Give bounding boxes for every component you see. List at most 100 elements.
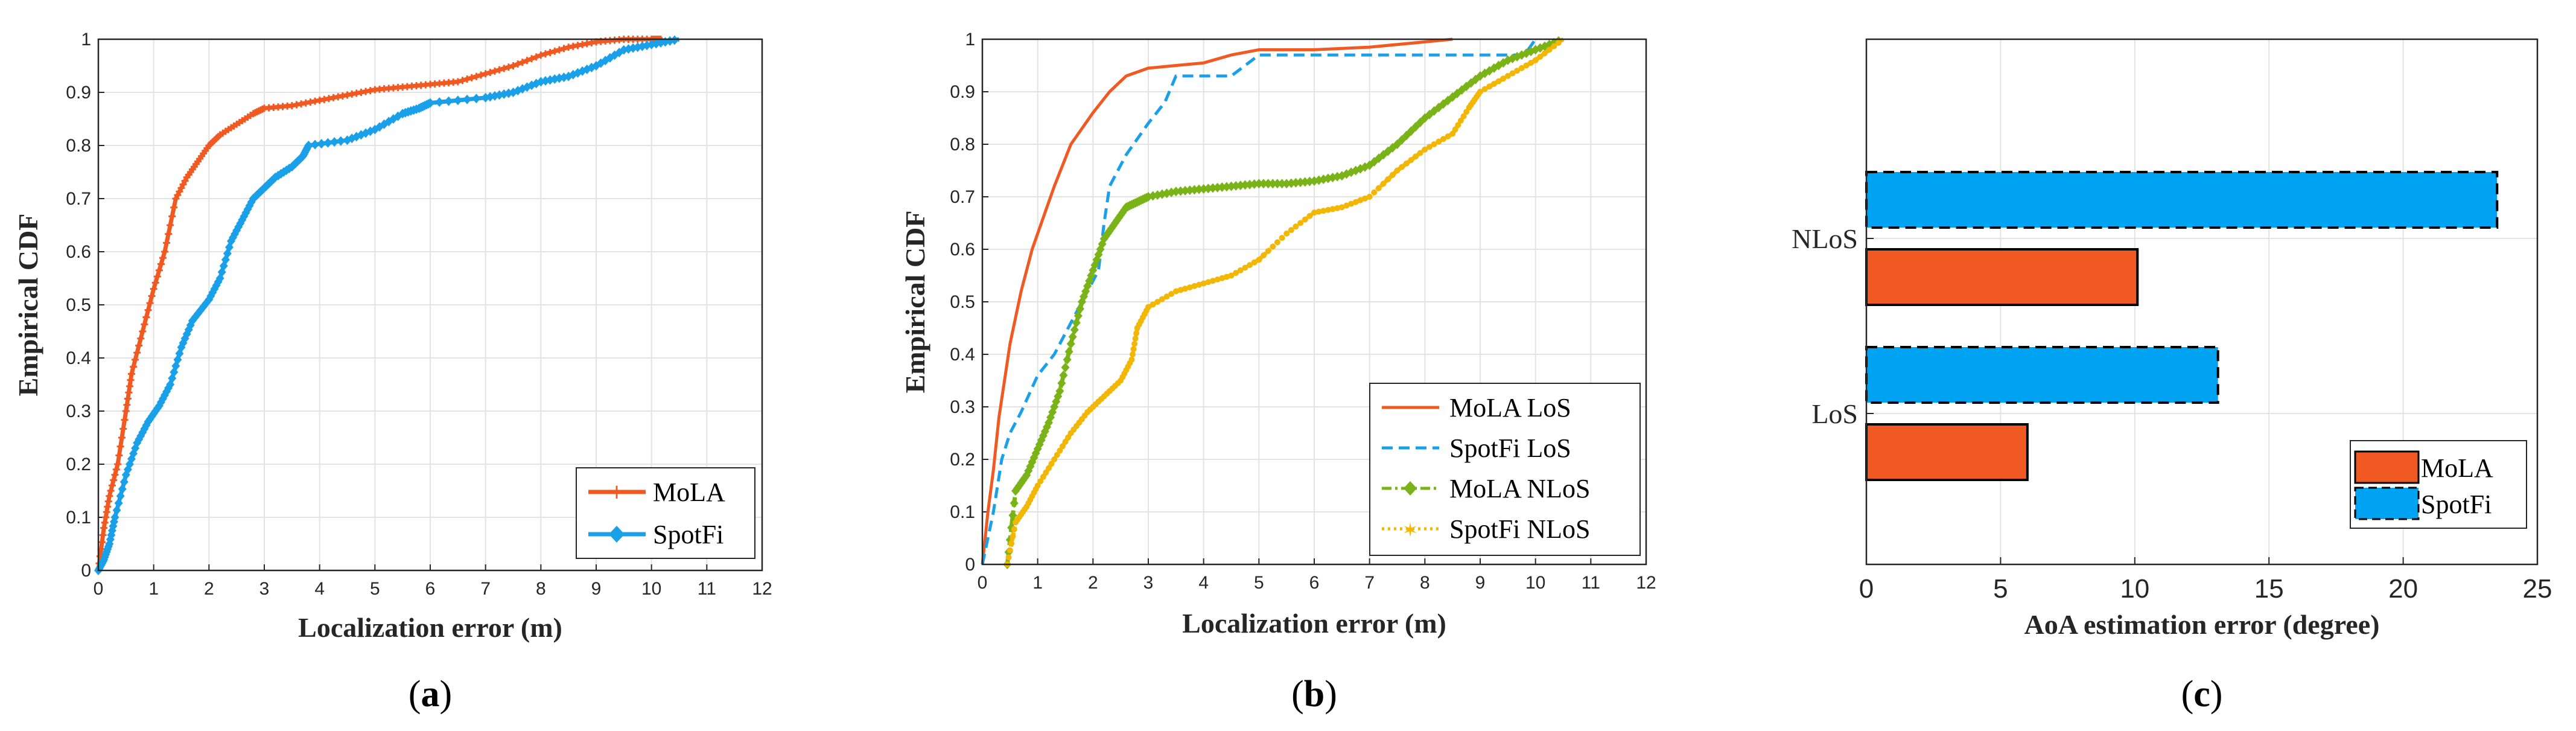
legend-label-mola-nlos: MoLA NLoS bbox=[1449, 474, 1590, 503]
data-point-mola bbox=[128, 370, 135, 378]
caption-b-close: ) bbox=[1325, 674, 1337, 715]
data-point-mola-nlos bbox=[1195, 184, 1204, 194]
data-point-spotfi-nlos bbox=[1413, 153, 1419, 160]
data-point-mola bbox=[106, 492, 113, 500]
data-point-mola-nlos bbox=[1241, 180, 1250, 190]
bar-spotfi-los bbox=[1865, 346, 2219, 404]
x-tick-label: 15 bbox=[2254, 574, 2284, 604]
data-point-spotfi-nlos bbox=[1477, 89, 1483, 95]
data-point-spotfi-nlos bbox=[1186, 284, 1193, 291]
data-point-spotfi-nlos bbox=[1237, 267, 1244, 273]
x-tick-label: 12 bbox=[752, 579, 772, 599]
data-point-spotfi-nlos bbox=[1172, 288, 1179, 295]
data-point-mola-nlos bbox=[1305, 176, 1314, 187]
data-point-mola bbox=[504, 63, 512, 71]
data-point-mola bbox=[146, 299, 154, 307]
caption-c-close: ) bbox=[2210, 674, 2223, 715]
x-tick-label: 5 bbox=[1993, 574, 2008, 604]
data-point-mola-nlos bbox=[1282, 179, 1291, 189]
data-point-mola bbox=[137, 334, 145, 342]
data-point-spotfi-nlos bbox=[1380, 180, 1387, 187]
y-tick-label: 0.3 bbox=[66, 401, 91, 421]
data-point-mola bbox=[157, 260, 165, 268]
data-point-mola-nlos bbox=[1185, 185, 1194, 196]
x-tick-label: 8 bbox=[1420, 573, 1430, 593]
data-point-mola bbox=[532, 53, 540, 61]
chart-panel-c: 0 5 10 15 20 25 LoS NLoS AoA estimation error … bbox=[1792, 38, 2552, 715]
x-tick-label: 5 bbox=[1254, 573, 1264, 593]
data-point-mola bbox=[168, 212, 176, 220]
data-point-spotfi-nlos bbox=[1343, 202, 1350, 209]
data-point-mola bbox=[130, 363, 138, 371]
data-point-mola bbox=[560, 45, 568, 53]
data-point-mola bbox=[111, 471, 119, 479]
data-point-mola bbox=[142, 313, 150, 321]
y-axis-label-b: Empirical CDF bbox=[900, 211, 930, 394]
data-point-mola bbox=[514, 60, 522, 68]
caption-c-open: ( bbox=[2181, 674, 2194, 715]
data-point-spotfi-nlos bbox=[1128, 356, 1135, 363]
data-point-spotfi-nlos bbox=[1334, 205, 1341, 211]
y-tick-label: 0.7 bbox=[66, 189, 91, 209]
data-point-spotfi-nlos bbox=[1163, 293, 1170, 300]
data-point-mola bbox=[454, 78, 462, 86]
caption-c-letter: c bbox=[2193, 674, 2210, 715]
data-point-spotfi-nlos bbox=[1247, 262, 1253, 269]
data-point-spotfi-nlos bbox=[1283, 230, 1290, 237]
data-point-spotfi-nlos bbox=[1177, 287, 1184, 293]
data-point-mola bbox=[127, 376, 135, 384]
data-point-spotfi bbox=[114, 498, 123, 508]
data-point-spotfi-nlos bbox=[1338, 204, 1345, 211]
data-point-mola bbox=[110, 476, 118, 484]
data-point-mola bbox=[459, 77, 466, 85]
data-point-spotfi bbox=[453, 95, 462, 106]
data-point-mola bbox=[100, 524, 108, 532]
data-point-mola bbox=[108, 482, 116, 490]
y-tick-label: 1 bbox=[81, 30, 91, 49]
data-point-mola-nlos bbox=[1268, 179, 1277, 189]
data-point-spotfi-nlos bbox=[1260, 252, 1267, 259]
data-point-mola bbox=[165, 230, 173, 238]
data-point-mola-nlos bbox=[1259, 179, 1268, 189]
legend-c: MoLA SpotFi bbox=[2350, 440, 2527, 529]
data-point-mola bbox=[555, 46, 563, 54]
data-point-mola bbox=[125, 389, 133, 397]
caption-a-open: ( bbox=[409, 674, 421, 715]
legend-marker-spotfi bbox=[609, 526, 625, 543]
caption-a-letter: a bbox=[421, 674, 440, 715]
data-point-mola bbox=[161, 248, 168, 255]
data-point-mola-nlos bbox=[1218, 182, 1227, 193]
y-tick-label: 0.1 bbox=[950, 502, 975, 522]
data-point-spotfi bbox=[118, 484, 127, 494]
legend-glyph-mola: + bbox=[608, 480, 626, 504]
series-group-a bbox=[94, 35, 680, 575]
data-point-mola bbox=[472, 72, 480, 80]
data-point-spotfi-nlos bbox=[1154, 299, 1161, 305]
legend-marker-mola-nlos bbox=[1404, 481, 1417, 496]
y-tick-label: 0.9 bbox=[66, 83, 91, 103]
data-point-spotfi-nlos bbox=[1037, 478, 1044, 485]
data-point-spotfi-nlos bbox=[1460, 113, 1467, 120]
data-point-spotfi-nlos bbox=[1311, 209, 1317, 216]
data-point-spotfi bbox=[444, 96, 453, 106]
data-point-mola bbox=[112, 465, 120, 473]
y-tick-label: 0.2 bbox=[66, 455, 91, 474]
data-point-spotfi-nlos bbox=[1043, 469, 1049, 476]
y-tick-label: 0.1 bbox=[66, 508, 91, 528]
data-point-spotfi bbox=[336, 136, 345, 146]
x-tick-label: 1 bbox=[148, 579, 159, 599]
data-point-mola bbox=[122, 407, 130, 415]
data-point-mola-nlos bbox=[1181, 185, 1190, 196]
data-point-spotfi-nlos bbox=[1048, 461, 1055, 467]
data-point-mola-nlos bbox=[1277, 179, 1286, 189]
series-line-mola-los bbox=[981, 37, 1453, 565]
caption-a-close: ) bbox=[440, 674, 453, 715]
data-point-spotfi-nlos bbox=[1417, 150, 1423, 156]
data-point-spotfi-nlos bbox=[1320, 208, 1327, 214]
y-tick-label: 0.4 bbox=[950, 345, 975, 365]
data-point-mola-nlos bbox=[1190, 185, 1199, 195]
bar-mola-los bbox=[1865, 423, 2029, 481]
data-point-spotfi-nlos bbox=[1214, 276, 1221, 283]
bar-spotfi-nlos bbox=[1865, 171, 2499, 229]
data-point-mola bbox=[99, 531, 107, 539]
